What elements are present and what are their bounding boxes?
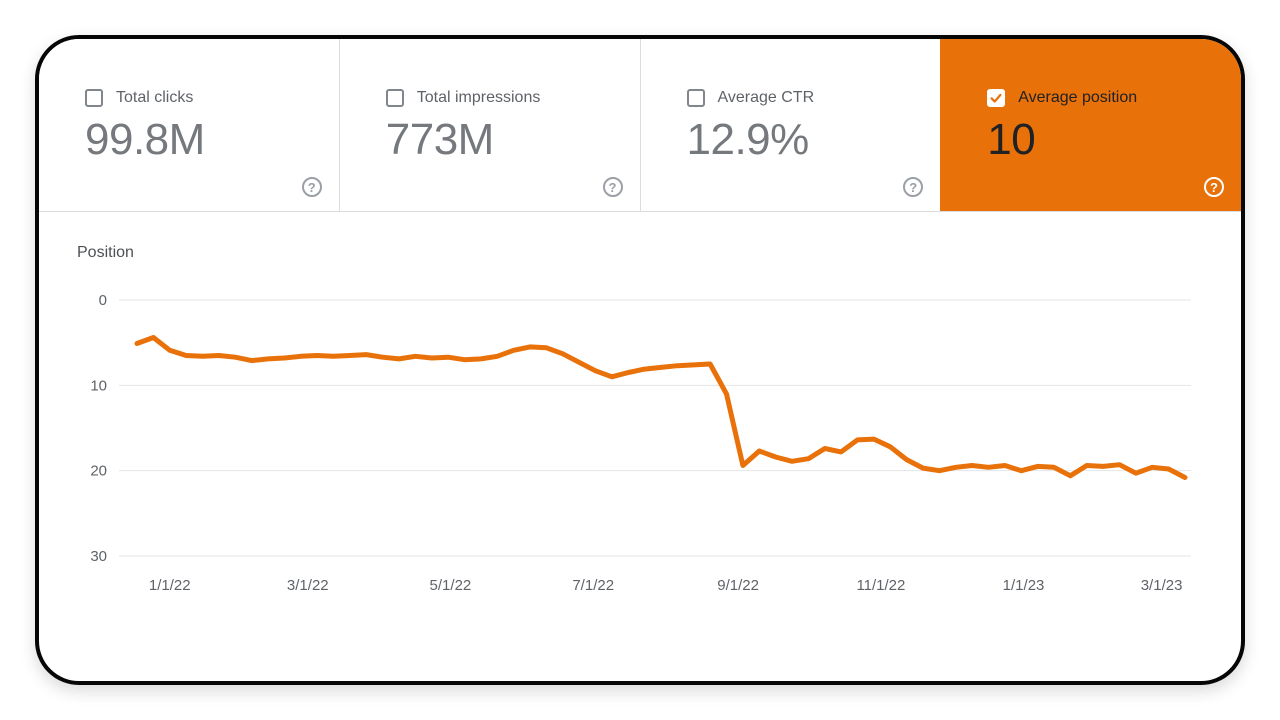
x-tick-label: 9/1/22 (717, 577, 759, 594)
y-tick-label: 0 (99, 292, 107, 309)
metric-label: Total impressions (416, 89, 541, 106)
metric-card-average-ctr[interactable]: Average CTR 12.9% (639, 39, 941, 211)
metric-card-average-position[interactable]: Average position 10 (940, 39, 1241, 211)
metrics-row: Total clicks 99.8M Total impressions 773… (39, 39, 1241, 212)
metric-value: 10 (987, 115, 1036, 164)
x-tick-label: 1/1/22 (149, 577, 191, 594)
chart-section: Position 0 10 20 30 1/1/22 3/1/22 5/1/22 7/1/22… (39, 212, 1241, 612)
help-icon[interactable] (1204, 177, 1224, 197)
x-tick-label: 7/1/22 (572, 577, 614, 594)
y-tick-label: 10 (90, 377, 107, 394)
average-position-checkbox-checked-icon[interactable] (987, 89, 1006, 107)
help-icon[interactable] (903, 177, 924, 197)
x-tick-label: 11/1/22 (856, 577, 905, 594)
metric-head: Total impressions (385, 89, 640, 107)
metric-label: Average CTR (717, 89, 815, 106)
metric-value: 12.9% (686, 115, 810, 164)
y-tick-label: 20 (90, 463, 107, 480)
help-icon[interactable] (602, 177, 623, 197)
x-tick-label: 5/1/22 (430, 577, 472, 594)
metric-label: Average position (1018, 89, 1138, 106)
performance-report-card: Total clicks 99.8M Total impressions 773… (35, 35, 1245, 685)
metric-card-total-clicks[interactable]: Total clicks 99.8M (39, 39, 339, 211)
metric-value: 773M (385, 115, 495, 164)
metric-label: Total clicks (116, 89, 194, 106)
x-tick-label: 1/1/23 (1003, 577, 1045, 594)
metric-head: Average CTR (686, 89, 941, 107)
y-tick-label: 30 (90, 548, 107, 565)
total-clicks-checkbox-icon[interactable] (85, 89, 103, 107)
help-icon[interactable] (301, 177, 322, 197)
chart-axis-title: Position (77, 244, 134, 261)
average-position-line-series[interactable] (134, 335, 1188, 480)
average-ctr-checkbox-icon[interactable] (686, 89, 705, 107)
metric-head: Total clicks (85, 89, 339, 107)
x-tick-label: 3/1/23 (1141, 577, 1183, 594)
metric-head: Average position (987, 89, 1241, 107)
metric-card-total-impressions[interactable]: Total impressions 773M (338, 39, 640, 211)
x-tick-label: 3/1/22 (287, 577, 329, 594)
total-impressions-checkbox-icon[interactable] (385, 89, 404, 107)
checkmark-icon (990, 93, 1002, 103)
metric-value: 99.8M (85, 115, 205, 164)
position-chart: 0 10 20 30 1/1/22 3/1/22 5/1/22 7/1/22 9/1/22 11/… (90, 292, 1191, 594)
